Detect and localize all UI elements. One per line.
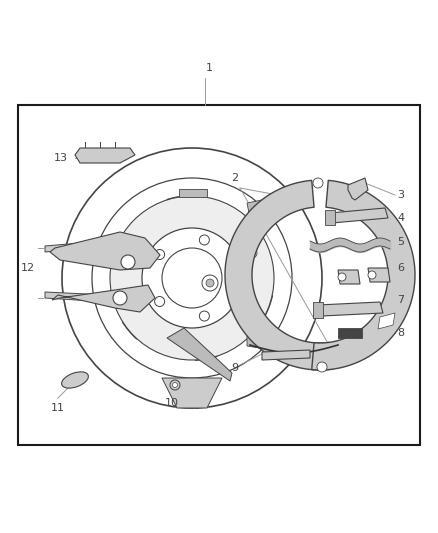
Circle shape (202, 275, 218, 291)
Circle shape (113, 291, 127, 305)
Circle shape (121, 255, 135, 269)
Circle shape (173, 383, 177, 387)
Text: 2: 2 (231, 173, 238, 183)
Circle shape (92, 178, 292, 378)
Polygon shape (247, 336, 272, 350)
Polygon shape (179, 189, 207, 197)
Circle shape (155, 296, 165, 306)
Circle shape (170, 380, 180, 390)
Polygon shape (75, 148, 135, 163)
Polygon shape (45, 292, 108, 302)
Polygon shape (225, 180, 333, 370)
Polygon shape (50, 232, 160, 270)
Text: 1: 1 (205, 63, 212, 73)
Circle shape (338, 273, 346, 281)
Text: 7: 7 (397, 295, 404, 305)
Text: 11: 11 (51, 403, 65, 413)
Text: 10: 10 (165, 398, 179, 408)
Circle shape (368, 271, 376, 279)
Bar (18, 105, 420, 445)
Circle shape (199, 311, 209, 321)
Polygon shape (318, 302, 383, 316)
Circle shape (162, 248, 222, 308)
Polygon shape (378, 313, 395, 329)
Polygon shape (247, 198, 274, 213)
Polygon shape (338, 270, 360, 284)
Text: 6: 6 (397, 263, 404, 273)
Polygon shape (348, 178, 368, 200)
Text: 8: 8 (397, 328, 404, 338)
Polygon shape (45, 240, 115, 252)
Ellipse shape (62, 372, 88, 388)
Polygon shape (330, 208, 388, 223)
Circle shape (142, 228, 242, 328)
Polygon shape (368, 268, 390, 282)
Polygon shape (325, 210, 335, 225)
Text: 12: 12 (21, 263, 35, 273)
Circle shape (199, 235, 209, 245)
Text: 3: 3 (397, 190, 404, 200)
Polygon shape (313, 302, 323, 318)
Polygon shape (52, 285, 155, 312)
Polygon shape (162, 378, 222, 408)
Circle shape (110, 196, 274, 360)
Circle shape (62, 148, 322, 408)
Text: 4: 4 (397, 213, 404, 223)
Polygon shape (338, 328, 362, 338)
Circle shape (242, 308, 252, 318)
Polygon shape (262, 350, 310, 360)
Circle shape (227, 273, 237, 283)
Text: 9: 9 (231, 363, 238, 373)
Circle shape (247, 248, 257, 258)
Circle shape (206, 279, 214, 287)
Circle shape (317, 362, 327, 372)
Polygon shape (312, 180, 415, 370)
Circle shape (155, 249, 165, 260)
Text: 5: 5 (397, 237, 404, 247)
Circle shape (313, 178, 323, 188)
Polygon shape (167, 328, 232, 381)
Text: 13: 13 (54, 153, 68, 163)
